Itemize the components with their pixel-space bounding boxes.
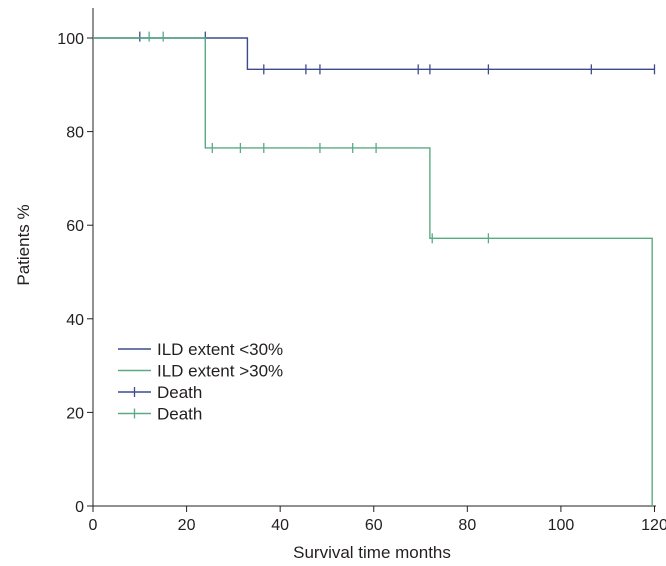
legend-label: Death xyxy=(157,383,202,402)
series-1-survival-line xyxy=(93,37,655,71)
x-tick-label: 40 xyxy=(271,517,289,534)
y-tick-label: 80 xyxy=(66,125,84,142)
axes: Survival time months Patients % xyxy=(14,8,656,562)
legend: ILD extent <30% ILD extent >30% Death Death xyxy=(118,340,283,424)
legend-label: Death xyxy=(157,405,202,424)
legend-entry: ILD extent <30% xyxy=(118,340,283,359)
legend-entry: Death xyxy=(118,383,202,402)
x-tick-label: 20 xyxy=(178,517,196,534)
series-2-group xyxy=(93,31,653,506)
y-tick-label: 40 xyxy=(66,312,84,329)
y-tick-label: 20 xyxy=(66,405,84,422)
x-tick-label: 80 xyxy=(458,517,476,534)
legend-entry: ILD extent >30% xyxy=(118,362,283,381)
y-tick-label: 0 xyxy=(75,499,84,516)
series xyxy=(93,31,656,506)
x-tick-label: 0 xyxy=(89,517,98,534)
ticks: 0 20 40 60 80 100 120 0 20 40 60 80 100 xyxy=(57,31,666,534)
legend-entry: Death xyxy=(118,405,202,424)
y-tick-label: 100 xyxy=(57,31,84,48)
y-tick-label: 60 xyxy=(66,218,84,235)
x-tick-label: 120 xyxy=(641,517,666,534)
series-2-survival-line xyxy=(93,37,653,506)
x-axis-title: Survival time months xyxy=(293,543,451,562)
x-tick-label: 100 xyxy=(548,517,575,534)
legend-label: ILD extent <30% xyxy=(157,340,283,359)
x-tick-label: 60 xyxy=(365,517,383,534)
y-axis-title: Patients % xyxy=(14,204,33,285)
legend-label: ILD extent >30% xyxy=(157,362,283,381)
